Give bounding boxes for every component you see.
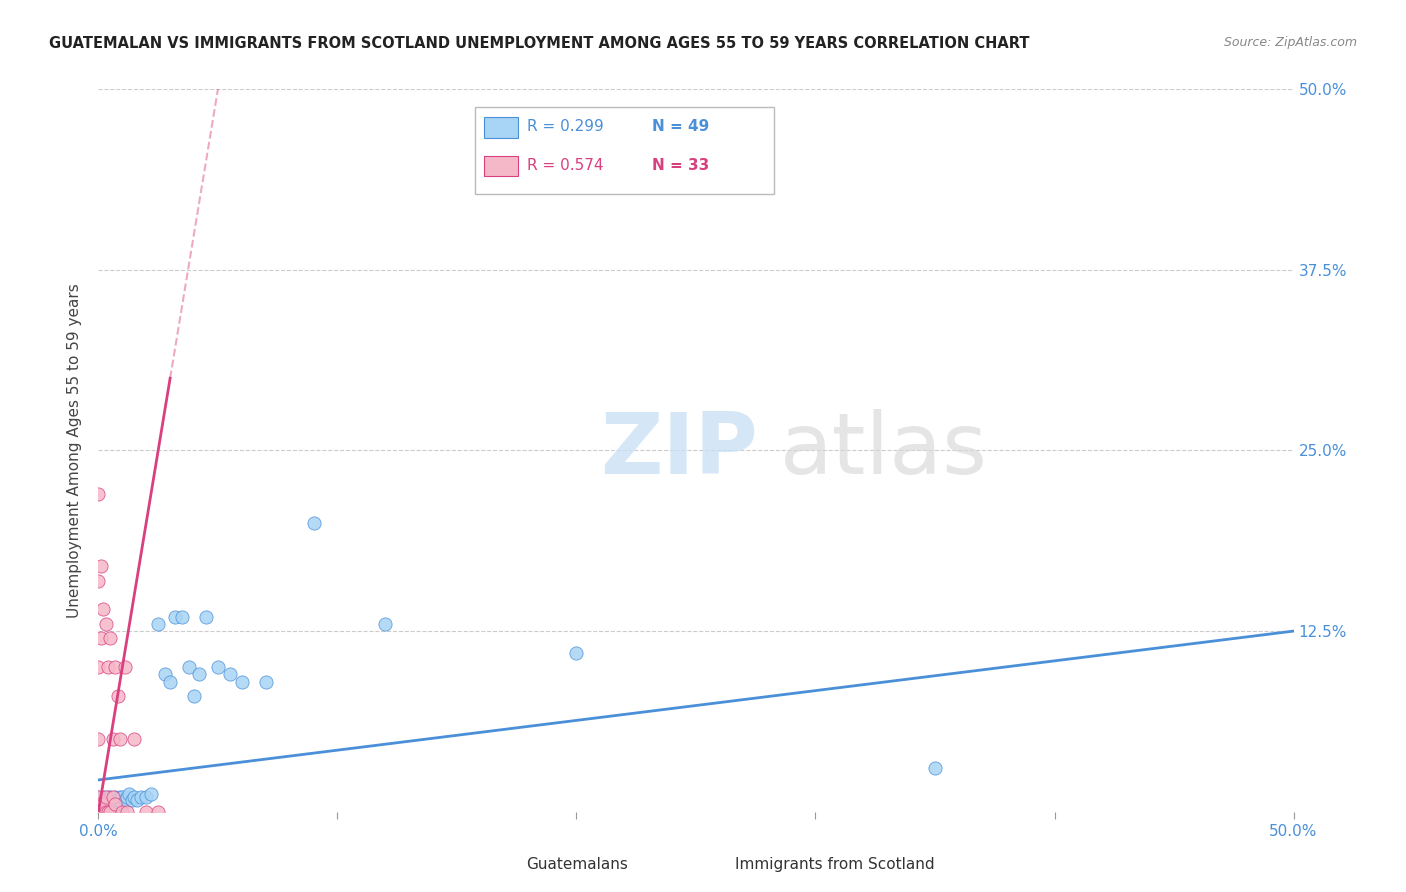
- Point: [111, 805, 134, 819]
- Point: [107, 793, 129, 807]
- Point: [111, 790, 134, 805]
- Point: [87, 487, 110, 501]
- Point: [108, 790, 131, 805]
- Point: [87, 574, 110, 588]
- Text: Source: ZipAtlas.com: Source: ZipAtlas.com: [1223, 36, 1357, 49]
- Point: [207, 660, 229, 674]
- Point: [115, 790, 138, 805]
- Point: [125, 793, 148, 807]
- Point: [118, 788, 141, 802]
- Point: [155, 667, 177, 681]
- Point: [87, 790, 110, 805]
- Point: [91, 805, 114, 819]
- Point: [94, 805, 117, 819]
- Point: [94, 616, 117, 631]
- Point: [94, 793, 117, 807]
- Point: [97, 660, 120, 674]
- Text: Immigrants from Scotland: Immigrants from Scotland: [735, 857, 935, 872]
- Point: [101, 793, 124, 807]
- Point: [107, 689, 129, 703]
- Text: R = 0.574: R = 0.574: [527, 158, 605, 172]
- Point: [565, 646, 588, 660]
- Point: [101, 732, 124, 747]
- Point: [87, 797, 110, 812]
- Point: [90, 559, 112, 574]
- Point: [131, 790, 153, 805]
- Point: [179, 660, 201, 674]
- Point: [91, 805, 114, 819]
- Point: [97, 805, 120, 819]
- Point: [104, 797, 127, 812]
- Point: [121, 793, 143, 807]
- Point: [87, 660, 110, 674]
- Point: [97, 805, 120, 819]
- Point: [231, 674, 253, 689]
- Point: [104, 660, 127, 674]
- Text: N = 33: N = 33: [652, 158, 709, 172]
- Point: [94, 805, 117, 819]
- Point: [159, 674, 181, 689]
- Point: [115, 805, 138, 819]
- Point: [90, 793, 112, 807]
- Y-axis label: Unemployment Among Ages 55 to 59 years: Unemployment Among Ages 55 to 59 years: [67, 283, 83, 618]
- Point: [107, 805, 129, 819]
- Point: [124, 732, 146, 747]
- Text: ZIP: ZIP: [600, 409, 758, 492]
- FancyBboxPatch shape: [485, 118, 517, 137]
- Point: [101, 805, 124, 819]
- Text: R = 0.299: R = 0.299: [527, 120, 605, 135]
- Point: [87, 790, 110, 805]
- Text: atlas: atlas: [779, 409, 987, 492]
- Point: [98, 805, 122, 819]
- Point: [90, 632, 112, 646]
- Point: [108, 732, 131, 747]
- Point: [91, 797, 114, 812]
- Point: [183, 689, 205, 703]
- Point: [302, 516, 325, 530]
- Point: [90, 797, 112, 812]
- Point: [94, 790, 117, 805]
- Point: [91, 790, 114, 805]
- Point: [172, 609, 194, 624]
- Point: [87, 732, 110, 747]
- Point: [98, 805, 122, 819]
- Text: Guatemalans: Guatemalans: [526, 857, 628, 872]
- Point: [111, 797, 134, 812]
- Point: [148, 616, 170, 631]
- Text: N = 49: N = 49: [652, 120, 709, 135]
- Point: [87, 805, 110, 819]
- Point: [135, 805, 157, 819]
- Point: [91, 797, 114, 812]
- Point: [104, 797, 127, 812]
- Point: [98, 797, 122, 812]
- Point: [254, 674, 277, 689]
- Point: [135, 790, 157, 805]
- FancyBboxPatch shape: [690, 854, 725, 875]
- Point: [187, 667, 209, 681]
- Point: [124, 790, 146, 805]
- Point: [98, 632, 122, 646]
- Point: [90, 805, 112, 819]
- FancyBboxPatch shape: [481, 854, 517, 875]
- Point: [90, 805, 112, 819]
- Point: [139, 788, 162, 802]
- FancyBboxPatch shape: [475, 107, 773, 194]
- Point: [195, 609, 218, 624]
- Point: [114, 793, 136, 807]
- Point: [114, 660, 136, 674]
- Point: [97, 790, 120, 805]
- Point: [924, 761, 946, 775]
- Point: [98, 790, 122, 805]
- Point: [374, 616, 396, 631]
- Point: [163, 609, 186, 624]
- Point: [101, 790, 124, 805]
- Point: [104, 790, 127, 805]
- Point: [148, 805, 170, 819]
- FancyBboxPatch shape: [485, 156, 517, 176]
- Point: [219, 667, 242, 681]
- Point: [87, 805, 110, 819]
- Text: GUATEMALAN VS IMMIGRANTS FROM SCOTLAND UNEMPLOYMENT AMONG AGES 55 TO 59 YEARS CO: GUATEMALAN VS IMMIGRANTS FROM SCOTLAND U…: [49, 36, 1029, 51]
- Point: [91, 602, 114, 616]
